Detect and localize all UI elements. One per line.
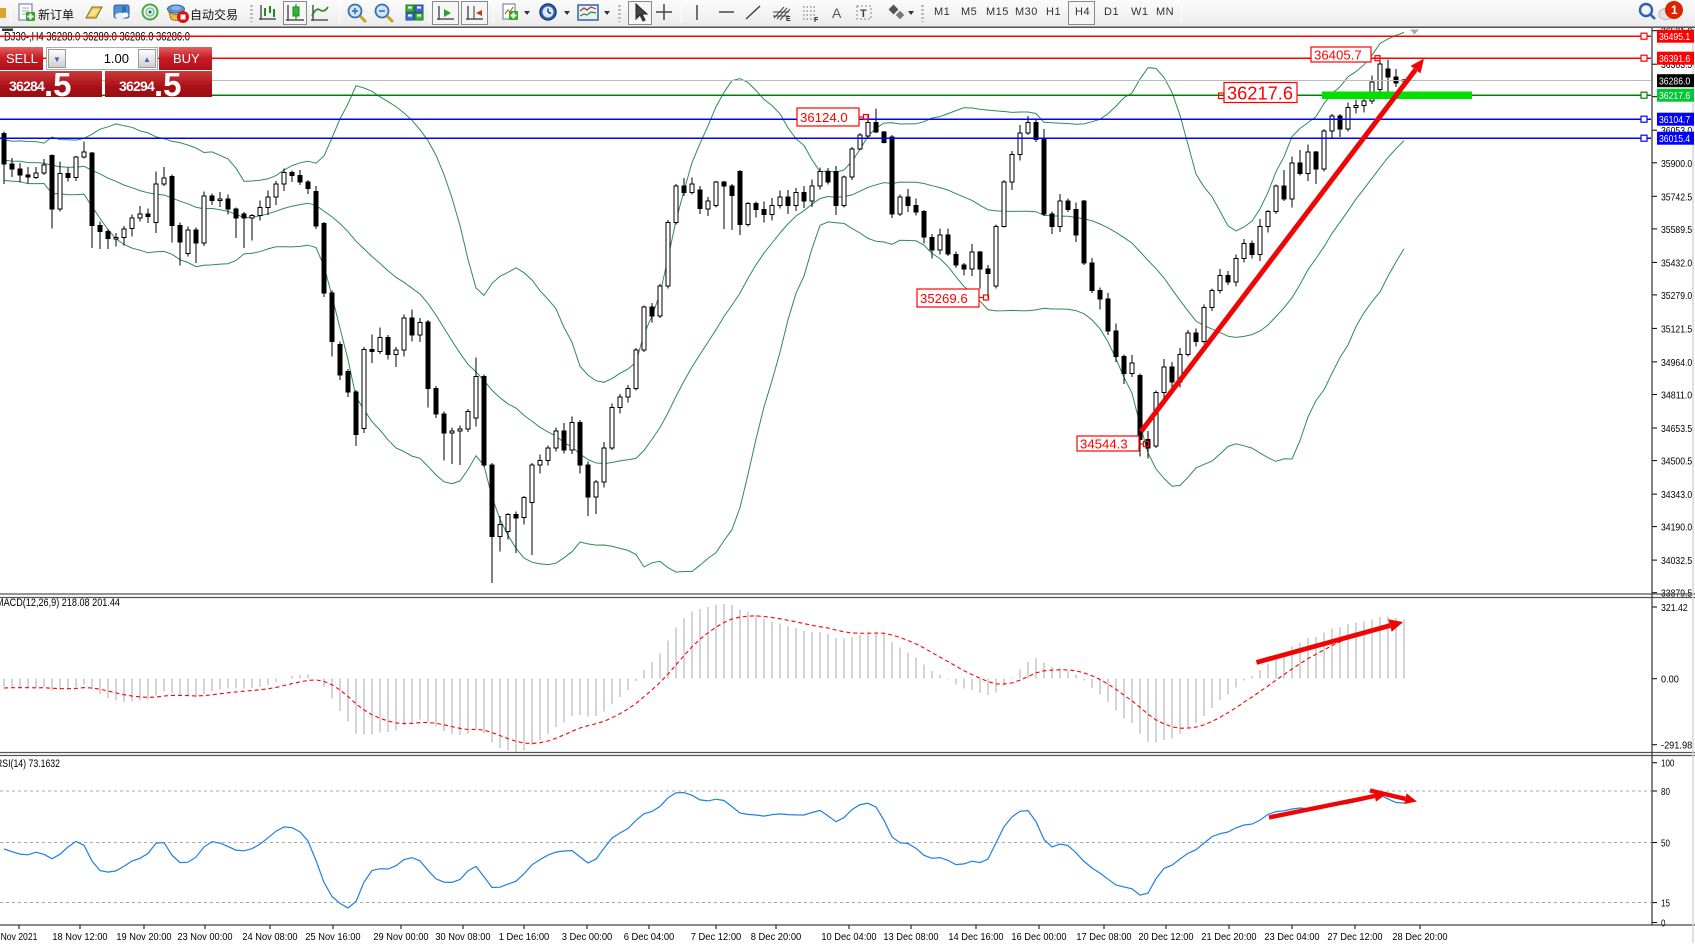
svg-text:34811.0: 34811.0 (1661, 391, 1692, 402)
svg-text:36015.4: 36015.4 (1659, 134, 1690, 145)
svg-text:MACD(12,26,9) 218.08 201.44: MACD(12,26,9) 218.08 201.44 (0, 597, 120, 609)
svg-text:F: F (814, 17, 819, 24)
svg-text:36217.6: 36217.6 (1227, 84, 1293, 104)
svg-text:19 Nov 20:00: 19 Nov 20:00 (116, 932, 171, 943)
svg-text:13 Dec 08:00: 13 Dec 08:00 (883, 932, 938, 943)
svg-text:36363.5: 36363.5 (1661, 60, 1692, 71)
svg-text:1: 1 (1671, 3, 1678, 17)
svg-text:35121.5: 35121.5 (1661, 324, 1692, 335)
svg-text:100: 100 (1661, 759, 1675, 770)
svg-text:24 Nov 08:00: 24 Nov 08:00 (242, 932, 297, 943)
svg-text:18 Nov 12:00: 18 Nov 12:00 (52, 932, 107, 943)
svg-text:29 Nov 00:00: 29 Nov 00:00 (373, 932, 428, 943)
svg-text:36217.6: 36217.6 (1659, 91, 1690, 102)
svg-text:17 Dec 08:00: 17 Dec 08:00 (1076, 932, 1131, 943)
svg-text:34544.3: 34544.3 (1080, 436, 1128, 451)
svg-text:34343.0: 34343.0 (1661, 490, 1692, 501)
svg-text:36286.0: 36286.0 (1659, 77, 1690, 88)
svg-text:34032.5: 34032.5 (1661, 556, 1692, 567)
svg-text:E: E (786, 16, 791, 23)
svg-text:6 Dec 04:00: 6 Dec 04:00 (624, 932, 675, 943)
svg-text:0.00: 0.00 (1661, 675, 1679, 686)
svg-text:36104.7: 36104.7 (1659, 115, 1690, 126)
svg-text:25 Nov 16:00: 25 Nov 16:00 (305, 932, 360, 943)
svg-text:321.42: 321.42 (1661, 603, 1688, 614)
svg-text:10 Dec 04:00: 10 Dec 04:00 (821, 932, 876, 943)
svg-text:35742.5: 35742.5 (1661, 192, 1692, 203)
svg-text:Nov 2021: Nov 2021 (1, 932, 38, 943)
svg-text:0: 0 (1661, 919, 1666, 930)
svg-text:50: 50 (1661, 839, 1670, 850)
svg-text:35279.0: 35279.0 (1661, 291, 1692, 302)
svg-text:36405.7: 36405.7 (1314, 47, 1362, 62)
svg-text:34653.5: 34653.5 (1661, 424, 1692, 435)
svg-text:16 Dec 00:00: 16 Dec 00:00 (1011, 932, 1066, 943)
svg-text:1 Dec 16:00: 1 Dec 16:00 (499, 932, 550, 943)
svg-text:35589.5: 35589.5 (1661, 225, 1692, 236)
svg-text:35900.0: 35900.0 (1661, 159, 1692, 170)
svg-text:15: 15 (1661, 899, 1670, 910)
svg-text:34500.5: 34500.5 (1661, 457, 1692, 468)
svg-text:36391.6: 36391.6 (1659, 54, 1690, 65)
svg-text:RSI(14) 73.1632: RSI(14) 73.1632 (0, 758, 60, 770)
svg-text:23 Dec 04:00: 23 Dec 04:00 (1264, 932, 1319, 943)
svg-text:23 Nov 00:00: 23 Nov 00:00 (177, 932, 232, 943)
svg-text:80: 80 (1661, 787, 1670, 798)
svg-text:36495.1: 36495.1 (1659, 32, 1690, 43)
svg-text:T: T (860, 8, 867, 20)
svg-text:3 Dec 00:00: 3 Dec 00:00 (562, 932, 613, 943)
svg-text:14 Dec 16:00: 14 Dec 16:00 (948, 932, 1003, 943)
svg-text:27 Dec 12:00: 27 Dec 12:00 (1327, 932, 1382, 943)
svg-text:28 Dec 20:00: 28 Dec 20:00 (1392, 932, 1447, 943)
svg-text:20 Dec 12:00: 20 Dec 12:00 (1138, 932, 1193, 943)
svg-text:A: A (832, 5, 842, 21)
svg-text:34190.0: 34190.0 (1661, 523, 1692, 534)
svg-text:8 Dec 20:00: 8 Dec 20:00 (751, 932, 802, 943)
svg-text:36124.0: 36124.0 (800, 110, 848, 125)
svg-text:-291.98: -291.98 (1661, 741, 1692, 752)
svg-text:35432.0: 35432.0 (1661, 258, 1692, 269)
svg-text:35269.6: 35269.6 (920, 291, 968, 306)
svg-text:7 Dec 12:00: 7 Dec 12:00 (691, 932, 742, 943)
svg-text:30 Nov 08:00: 30 Nov 08:00 (435, 932, 490, 943)
svg-text:34964.0: 34964.0 (1661, 358, 1692, 369)
svg-text:21 Dec 20:00: 21 Dec 20:00 (1201, 932, 1256, 943)
